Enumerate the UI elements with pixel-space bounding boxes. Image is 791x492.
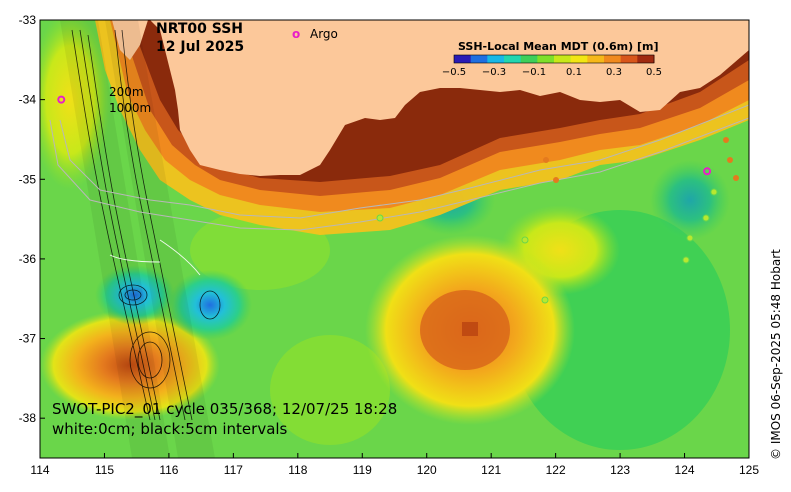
colorbar-swatch [637, 55, 655, 63]
x-tick-label: 125 [739, 463, 759, 477]
argo-floats [57, 95, 712, 176]
colorbar-swatch [470, 55, 488, 63]
colorbar-tick-label: 0.1 [566, 67, 582, 78]
x-tick-label: 123 [610, 463, 630, 477]
x-tick-label: 118 [288, 463, 307, 477]
ssh-patch [270, 335, 390, 445]
land-cape-leeuwin [112, 20, 148, 60]
ssh-low-eddy [650, 160, 730, 240]
x-tick-label: 122 [546, 463, 566, 477]
credit-text: © IMOS 06-Sep-2025 05:48 Hobart [769, 249, 783, 460]
colorbar-ticks: −0.5 −0.3 −0.1 0.1 0.3 0.5 [442, 67, 662, 78]
colorbar-title: SSH-Local Mean MDT (0.6m) [m] [458, 40, 658, 53]
colorbar-tick-label: −0.5 [442, 67, 466, 78]
ssh-cold-eddy [168, 270, 252, 340]
colorbar-swatch [604, 55, 622, 63]
isobath-label-200m: 200m [109, 85, 144, 99]
colorbar-tick-label: 0.3 [606, 67, 622, 78]
ssh-cold-eddy [95, 265, 175, 325]
argo-float-marker [703, 167, 712, 176]
drifter-dots-warm [543, 137, 739, 183]
argo-float-marker [57, 95, 66, 104]
colorbar-swatch [620, 55, 638, 63]
colorbar-swatches [454, 55, 655, 63]
colorbar-frame [453, 54, 655, 64]
swath-caption-line2: white:0cm; black:5cm intervals [52, 420, 288, 438]
colorbar-tick-label: −0.1 [522, 67, 546, 78]
drifter-dots [376, 188, 718, 458]
colorbar-swatch [487, 55, 505, 63]
argo-legend-label: Argo [310, 27, 338, 41]
swath-caption-line1: SWOT-PIC2_01 cycle 035/368; 12/07/25 18:… [52, 400, 397, 419]
x-tick-label: 121 [481, 463, 501, 477]
colorbar-tick-label: −0.3 [482, 67, 506, 78]
swot-swath [60, 20, 221, 458]
map-title-line1: NRT00 SSH [156, 21, 243, 37]
y-tick-label: -37 [19, 332, 37, 346]
colorbar-swatch [570, 55, 588, 63]
colorbar-swatch [520, 55, 538, 63]
x-axis: 114 115 116 117 118 119 120 121 122 123 124 125 [30, 453, 759, 477]
colorbar-swatch [554, 55, 572, 63]
colorbar-swatch [537, 55, 555, 63]
colorbar: SSH-Local Mean MDT (0.6m) [m] −0.5 −0.3 −0… [442, 40, 662, 78]
x-tick-label: 120 [417, 463, 437, 477]
plot-area [40, 20, 749, 458]
x-tick-label: 115 [95, 463, 114, 477]
y-axis: -33 -34 -35 -36 -37 -38 [19, 13, 45, 425]
y-tick-label: -33 [19, 13, 37, 27]
colorbar-swatch [504, 55, 522, 63]
ssh-warm-center [462, 322, 478, 336]
y-tick-label: -34 [19, 93, 37, 107]
plot-frame [39, 19, 750, 459]
colorbar-swatch [454, 55, 472, 63]
x-tick-label: 114 [30, 463, 49, 477]
x-tick-label: 124 [675, 463, 695, 477]
argo-legend-icon: o [292, 27, 300, 41]
map-title-line2: 12 Jul 2025 [156, 39, 244, 55]
colorbar-tick-label: 0.5 [646, 67, 662, 78]
x-tick-label: 117 [224, 463, 243, 477]
x-tick-label: 116 [159, 463, 178, 477]
colorbar-swatch [587, 55, 605, 63]
y-tick-label: -35 [19, 172, 37, 186]
y-tick-label: -38 [19, 411, 37, 425]
y-tick-label: -36 [19, 252, 37, 266]
isobath-label-1000m: 1000m [109, 101, 151, 115]
x-tick-label: 119 [353, 463, 372, 477]
isobaths [49, 104, 749, 231]
